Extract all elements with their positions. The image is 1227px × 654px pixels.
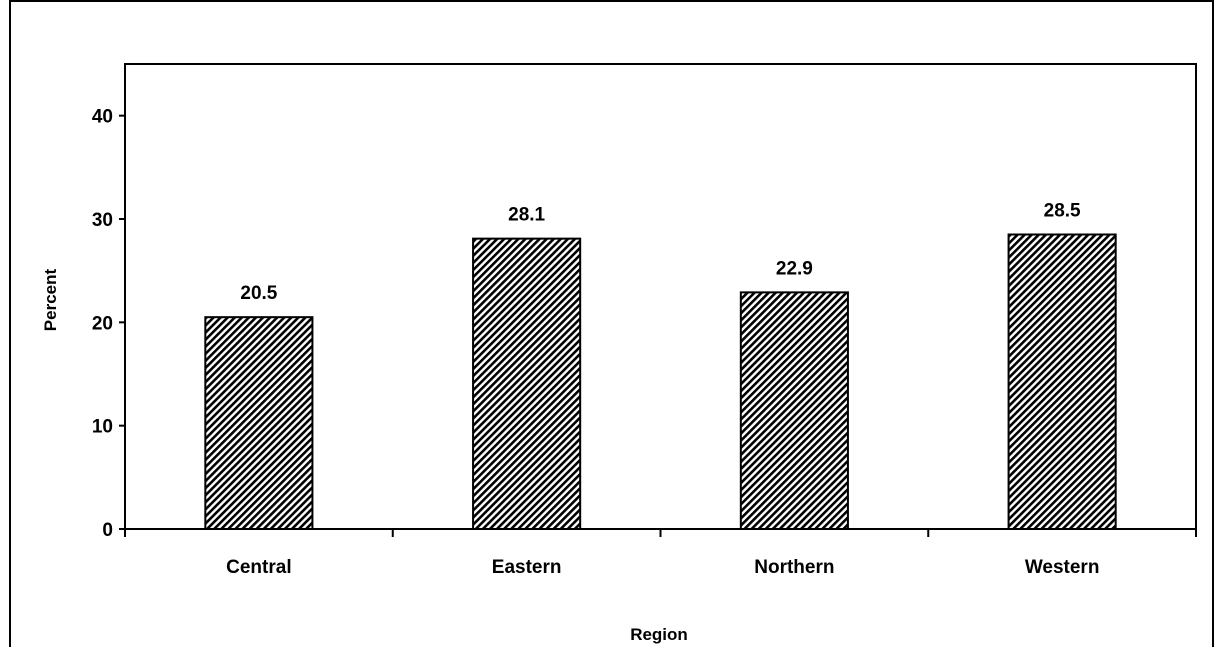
x-tick-label: Central — [226, 557, 291, 578]
labels-layer: 0 10 20 30 40 20.5 Central 28.1 Eastern 22.9 North… — [92, 107, 1100, 578]
x-tick-label: Eastern — [492, 557, 562, 578]
data-label: 22.9 — [776, 258, 813, 279]
axes-layer — [119, 114, 1197, 537]
x-tick-label: Northern — [754, 557, 834, 578]
bar-northern — [739, 291, 849, 530]
x-axis-title: Region — [630, 625, 688, 644]
chart-frame: 0 10 20 30 40 20.5 Central 28.1 Eastern 22.9 North… — [9, 0, 1214, 647]
y-axis-title: Percent — [41, 268, 60, 331]
y-tick-label: 40 — [92, 107, 113, 128]
bar-eastern — [472, 237, 582, 530]
bar-central — [204, 316, 314, 530]
bar-chart: 0 10 20 30 40 20.5 Central 28.1 Eastern 22.9 North… — [41, 63, 1197, 644]
x-tick-label: Western — [1025, 557, 1100, 578]
data-label: 28.5 — [1044, 201, 1081, 222]
bar-western — [1007, 233, 1117, 530]
y-tick-label: 10 — [92, 417, 113, 438]
y-tick-label: 30 — [92, 210, 113, 231]
data-label: 20.5 — [240, 283, 277, 304]
data-label: 28.1 — [508, 205, 545, 226]
bars-layer — [204, 233, 1117, 530]
y-tick-label: 0 — [102, 520, 113, 541]
y-tick-label: 20 — [92, 313, 113, 334]
